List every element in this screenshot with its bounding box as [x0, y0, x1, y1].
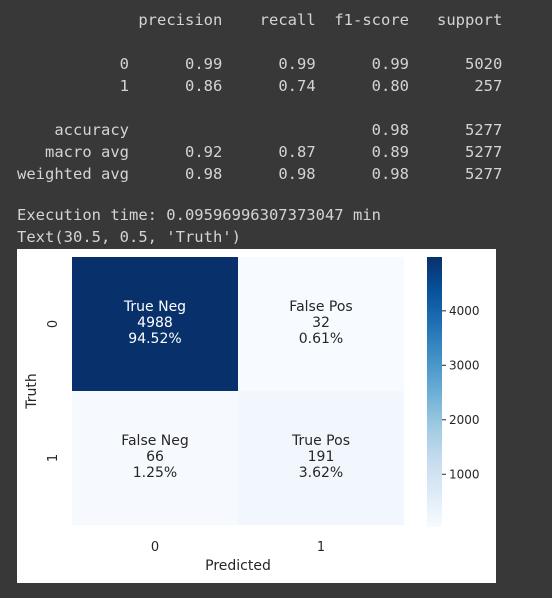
report-cell: 0.80 [371, 77, 409, 95]
report-cell: 257 [474, 77, 503, 95]
cell-annotation: 1.25% [133, 465, 177, 481]
cell-annotation: 0.61% [299, 331, 343, 347]
cell-annotation: 94.52% [128, 331, 181, 347]
colorbar [427, 257, 442, 527]
text-repr-line: Text(30.5, 0.5, 'Truth') [17, 228, 241, 246]
heatmap-cell [72, 257, 238, 391]
cell-annotation: 3.62% [299, 465, 343, 481]
cell-annotation: 32 [312, 315, 330, 331]
heatmap-cell [238, 391, 404, 525]
report-cell: 0.86 [185, 77, 223, 95]
report-cell: 5020 [464, 55, 503, 73]
report-cell: 0.98 [371, 121, 409, 139]
report-header-f1-score: f1-score [334, 11, 409, 29]
execution-time-line: Execution time: 0.09596996307373047 min [17, 206, 381, 224]
report-cell: 5277 [464, 143, 503, 161]
report-cell: 5277 [464, 165, 503, 183]
cell-annotation: 4988 [137, 315, 173, 331]
y-axis-label: Truth [24, 373, 40, 410]
y-tick-label: 0 [46, 320, 61, 328]
execution-output: Execution time: 0.09596996307373047 min … [17, 204, 381, 248]
x-tick-label: 1 [317, 540, 325, 555]
report-row-label: macro avg [45, 143, 129, 161]
report-row-label: 0 [119, 55, 129, 73]
cell-annotation: 66 [146, 449, 164, 465]
report-header-recall: recall [259, 11, 316, 29]
report-row-label: accuracy [54, 121, 129, 139]
x-axis-label: Predicted [205, 558, 271, 574]
cell-annotation: False Neg [121, 433, 189, 449]
colorbar-tick-label: 4000 [449, 304, 480, 318]
report-cell: 0.99 [185, 55, 223, 73]
report-cell: 0.98 [371, 165, 409, 183]
report-cell: 0.99 [278, 55, 316, 73]
cell-annotation: True Pos [291, 433, 350, 449]
colorbar-tick-label: 3000 [449, 358, 480, 372]
cell-annotation: True Neg [123, 299, 186, 315]
cell-annotation: 191 [308, 449, 335, 465]
report-header-support: support [436, 11, 503, 29]
report-cell: 0.98 [184, 165, 223, 183]
classification-report: precision recall f1-score support 0 0.99… [17, 9, 502, 185]
report-header-precision: precision [138, 11, 223, 29]
report-cell: 0.89 [371, 143, 409, 161]
cell-annotation: False Pos [289, 299, 352, 315]
report-cell: 5277 [464, 121, 503, 139]
x-tick-label: 0 [151, 540, 159, 555]
report-cell: 0.92 [185, 143, 223, 161]
heatmap-cell [238, 257, 404, 391]
colorbar-tick-label: 2000 [449, 413, 480, 427]
report-cell: 0.74 [278, 77, 316, 95]
report-row-label: 1 [119, 77, 129, 95]
report-cell: 0.99 [371, 55, 409, 73]
report-cell: 0.98 [278, 165, 316, 183]
y-tick-label: 1 [46, 454, 61, 462]
report-cell: 0.87 [278, 143, 316, 161]
report-row-label: weighted avg [17, 165, 129, 183]
confusion-matrix-figure: True Neg 4988 94.52% False Pos 32 0.61% False … [17, 249, 496, 583]
heatmap-cell [72, 391, 238, 525]
colorbar-tick-label: 1000 [449, 467, 480, 481]
